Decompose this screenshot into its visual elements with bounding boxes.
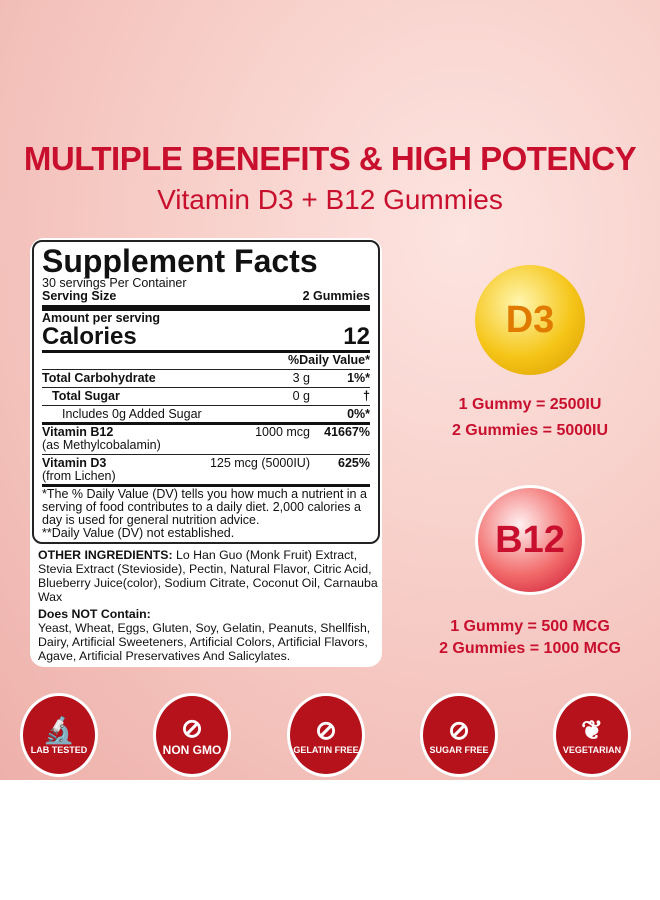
facts-title: Supplement Facts [42,243,318,279]
vegetarian-badge: ❦ VEGETARIAN [553,693,631,777]
ingredients-text: Lo Han Guo (Monk Fruit) Extract, Stevia … [38,548,378,604]
subheadline: Vitamin D3 + B12 Gummies [157,184,503,215]
ingredients-label: OTHER INGREDIENTS: [38,548,173,562]
nutrient-row: Vitamin B12 1000 mcg 41667% [42,425,370,439]
b12-dose-1: 1 Gummy = 500 MCG [450,618,610,635]
gelatin-free-badge: ⊘ GELATIN FREE [287,693,365,777]
calories-label: Calories [42,323,137,350]
b12-orb-icon: B12 [475,485,585,595]
calories-value: 12 [343,323,370,350]
footnote: *The % Daily Value (DV) tells you how mu… [42,487,367,527]
nutrient-row: Total Carbohydrate 3 g 1%* [42,371,370,385]
servings-per-container: 30 servings Per Container [42,276,187,290]
jelly-icon: ⊘ [315,715,337,745]
dv-header: %Daily Value* [288,353,370,367]
supplement-facts-panel: Supplement Facts 30 servings Per Contain… [32,240,380,544]
nutrient-row: Includes 0g Added Sugar 0%* [62,407,370,421]
serving-size: 2 Gummies [302,289,370,303]
d3-orb-icon: D3 [475,265,585,375]
footnote-dv: **Daily Value (DV) not established. [42,526,235,540]
amount-per-serving: Amount per serving [42,311,161,325]
lab-tested-badge: 🔬 LAB TESTED [20,693,98,777]
non-gmo-badge: ⊘ NON GMO [153,693,231,777]
divider [42,305,370,311]
d3-dose-2: 2 Gummies = 5000IU [451,422,609,439]
leaf-icon: ❦ [581,715,603,745]
supplement-label: Supplement Facts 30 servings Per Contain… [30,238,382,667]
sugar-cube-icon: ⊘ [448,715,470,745]
dna-icon: ⊘ [181,713,203,743]
d3-dose-1: 1 Gummy = 2500IU [458,396,602,413]
nutrient-row: Total Sugar 0 g † [52,389,370,403]
headline: MULTIPLE BENEFITS & HIGH POTENCY [23,140,637,177]
serving-size-label: Serving Size [42,289,117,303]
sugar-free-badge: ⊘ SUGAR FREE [420,693,498,777]
nutrient-source: (from Lichen) [42,469,116,483]
does-not-contain-label: Does NOT Contain: [38,607,151,621]
nutrient-source: (as Methylcobalamin) [42,438,161,452]
does-not-contain-text: Yeast, Wheat, Eggs, Gluten, Soy, Gelatin… [38,621,371,663]
ingredients: OTHER INGREDIENTS: Lo Han Guo (Monk Frui… [38,548,383,663]
b12-dose-2: 2 Gummies = 1000 MCG [439,640,621,657]
microscope-icon: 🔬 [42,715,76,745]
nutrient-row: Vitamin D3 125 mcg (5000IU) 625% [42,456,370,470]
